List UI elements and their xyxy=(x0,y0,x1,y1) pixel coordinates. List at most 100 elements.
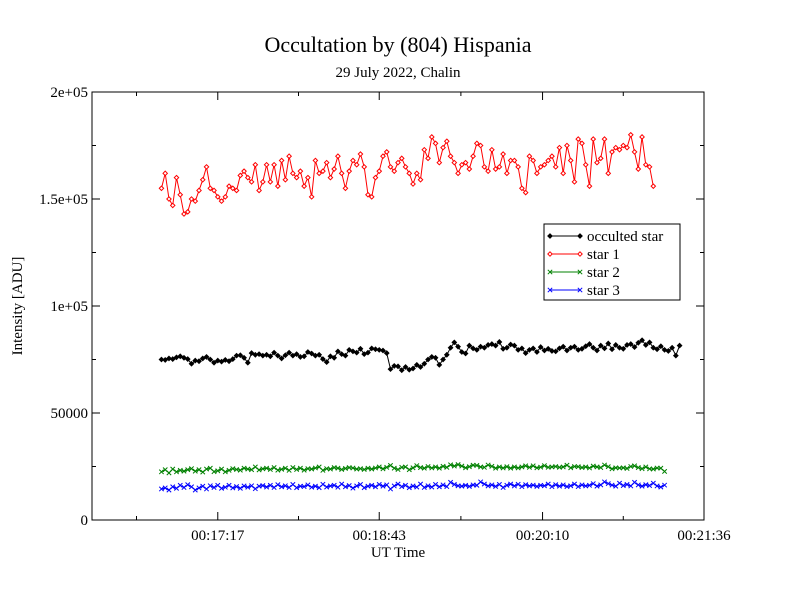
data-point xyxy=(188,196,195,202)
data-point xyxy=(354,483,360,489)
data-point xyxy=(425,356,431,363)
data-point xyxy=(372,465,379,471)
legend-label: star 3 xyxy=(587,283,620,299)
data-point xyxy=(218,198,225,205)
data-point xyxy=(207,483,213,489)
data-point xyxy=(184,356,191,362)
data-point xyxy=(609,466,615,472)
data-point xyxy=(350,348,356,355)
data-point xyxy=(372,174,379,181)
data-point xyxy=(545,481,551,487)
data-point xyxy=(181,484,187,491)
data-point xyxy=(185,482,191,488)
data-point xyxy=(425,463,431,470)
data-point xyxy=(485,483,491,489)
series-star-3 xyxy=(158,479,668,493)
data-point xyxy=(309,484,315,490)
data-point xyxy=(560,343,567,350)
data-point xyxy=(672,352,679,359)
data-point xyxy=(575,136,582,142)
data-point xyxy=(289,352,296,359)
data-point xyxy=(297,465,303,471)
data-point xyxy=(443,351,450,358)
data-point xyxy=(455,462,461,468)
data-point xyxy=(605,464,611,470)
data-point xyxy=(312,465,318,471)
series-layer xyxy=(158,131,683,493)
data-point xyxy=(560,170,567,177)
data-point xyxy=(376,481,382,488)
data-point xyxy=(170,484,176,490)
data-point xyxy=(447,153,454,160)
data-point xyxy=(515,465,521,471)
data-point xyxy=(432,464,439,470)
data-point xyxy=(271,484,277,491)
data-point xyxy=(324,484,330,490)
data-point xyxy=(466,464,472,470)
data-point xyxy=(624,481,630,488)
x-tick-label: 00:20:10 xyxy=(516,528,569,544)
data-point xyxy=(598,465,604,471)
data-point xyxy=(440,463,446,469)
data-point xyxy=(338,170,345,177)
data-point xyxy=(586,341,593,347)
data-point xyxy=(432,481,439,488)
data-point xyxy=(646,163,653,170)
data-point xyxy=(635,166,642,172)
data-point xyxy=(383,149,390,155)
data-point xyxy=(369,466,375,472)
data-point xyxy=(489,463,495,469)
data-point xyxy=(511,342,518,349)
data-point xyxy=(368,345,375,352)
data-point xyxy=(264,484,270,490)
data-point xyxy=(192,487,198,493)
data-point xyxy=(312,483,318,489)
data-point xyxy=(188,466,195,472)
data-point xyxy=(282,352,289,359)
legend-marker xyxy=(547,251,553,257)
data-point xyxy=(350,485,356,491)
y-tick-label: 1.5e+05 xyxy=(39,192,88,208)
data-point xyxy=(256,351,262,358)
data-point xyxy=(451,339,458,346)
data-point xyxy=(518,185,525,192)
data-point xyxy=(384,464,390,470)
data-point xyxy=(447,344,454,351)
data-point xyxy=(346,168,353,175)
data-point xyxy=(410,465,416,471)
data-point xyxy=(207,185,214,192)
data-point xyxy=(519,484,525,490)
data-point xyxy=(177,191,184,198)
data-point xyxy=(553,482,559,488)
data-point xyxy=(503,170,510,177)
data-point xyxy=(320,168,326,175)
data-point xyxy=(218,485,225,491)
data-point xyxy=(398,155,405,162)
data-point xyxy=(342,352,349,359)
data-point xyxy=(571,343,578,350)
data-point xyxy=(643,464,649,470)
data-point xyxy=(199,176,206,183)
data-point xyxy=(515,481,521,487)
data-point xyxy=(338,351,345,358)
data-point xyxy=(241,168,247,175)
data-point xyxy=(568,483,574,489)
data-point xyxy=(586,482,593,488)
data-point xyxy=(534,349,540,355)
data-point xyxy=(406,467,412,473)
data-point xyxy=(249,483,255,489)
data-point xyxy=(207,356,214,363)
data-point xyxy=(237,352,244,359)
data-point xyxy=(597,155,604,162)
data-point xyxy=(545,345,552,352)
data-point xyxy=(391,168,398,175)
data-point xyxy=(353,349,360,356)
data-point xyxy=(380,466,386,472)
data-point xyxy=(218,358,225,365)
data-point xyxy=(474,462,480,468)
data-point xyxy=(282,465,288,471)
data-point xyxy=(282,483,288,489)
data-point xyxy=(496,163,503,170)
data-point xyxy=(601,345,608,352)
data-point xyxy=(609,149,615,155)
